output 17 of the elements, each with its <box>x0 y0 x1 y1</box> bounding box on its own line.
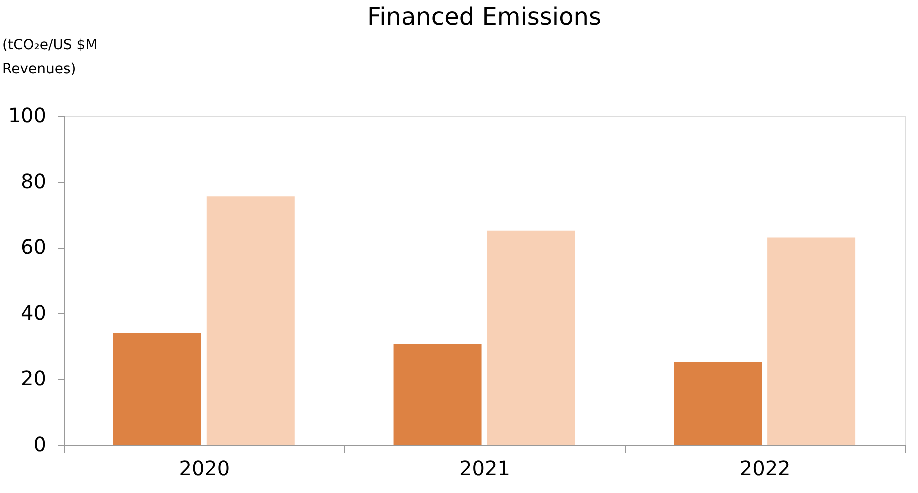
bar <box>768 238 856 445</box>
x-tick-label: 2020 <box>179 456 230 480</box>
x-tick-label: 2022 <box>740 456 791 480</box>
chart-title: Financed Emissions <box>368 3 602 31</box>
bar <box>487 230 576 445</box>
bar <box>674 362 762 445</box>
bar <box>206 196 295 445</box>
y-tick-label: 0 <box>34 432 46 456</box>
bar <box>113 333 202 445</box>
x-tick-label: 2021 <box>460 456 510 480</box>
bar <box>394 344 482 445</box>
y-tick-label: 60 <box>21 235 46 260</box>
y-tick-label: 80 <box>21 169 46 194</box>
y-tick-label: 40 <box>21 300 46 325</box>
y-tick-label: 100 <box>8 104 46 128</box>
y-axis-title: (tCO₂e/US $M Revenues) <box>2 38 98 78</box>
y-tick-label: 20 <box>21 366 46 391</box>
